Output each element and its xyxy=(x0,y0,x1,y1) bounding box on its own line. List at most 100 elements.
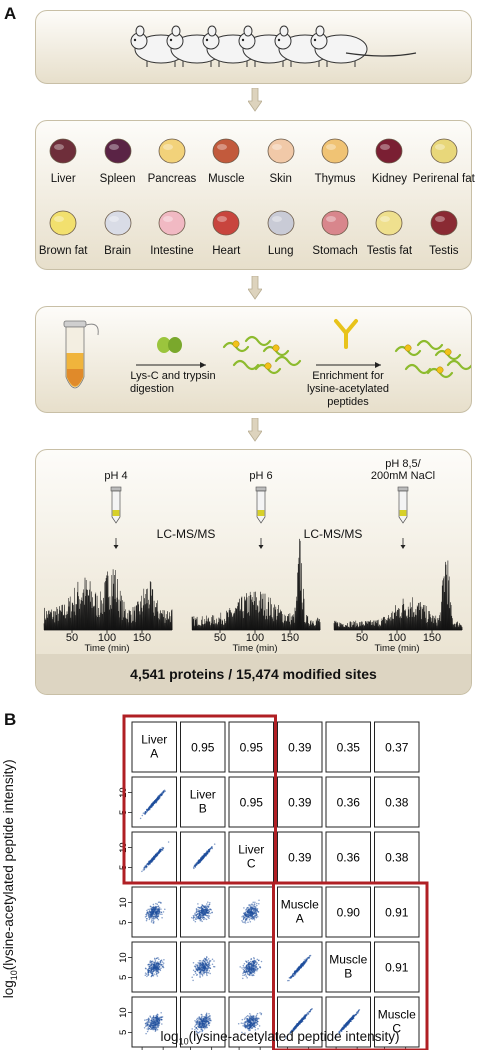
y-axis-rest: (lysine-acetylated peptide intensity) xyxy=(1,759,17,971)
svg-text:0.36: 0.36 xyxy=(337,796,361,810)
scatter-cell xyxy=(228,941,274,993)
scatter-cell xyxy=(325,996,371,1048)
workflow-illustration xyxy=(63,319,471,389)
svg-text:0.91: 0.91 xyxy=(385,961,409,975)
ph-label-3: pH 8,5/ xyxy=(385,458,421,470)
svg-text:Muscle: Muscle xyxy=(378,1008,416,1022)
chromatogram-2 xyxy=(191,538,321,633)
scatter-cell xyxy=(131,886,177,938)
tissue-grid: Liver Spleen Pancreas Muscle Skin Thymus Kidne… xyxy=(36,121,475,269)
scatter-cell xyxy=(180,941,226,993)
tissue-label: Muscle xyxy=(208,173,245,185)
organ-brain-icon xyxy=(104,210,131,236)
time-tick-label: 100 xyxy=(387,632,407,644)
tissue-label: Spleen xyxy=(99,173,136,185)
tissue-label: Brain xyxy=(104,245,131,257)
svg-text:0.37: 0.37 xyxy=(385,741,409,755)
chromatograms xyxy=(43,486,463,633)
svg-text:A: A xyxy=(150,747,158,761)
y-axis-sub: 10 xyxy=(8,970,19,981)
svg-text:0.39: 0.39 xyxy=(288,741,312,755)
organ-stomach-icon xyxy=(321,210,349,236)
sample-tube-icon xyxy=(63,320,99,389)
liver-highlight-box xyxy=(122,714,277,885)
mice-illustration xyxy=(130,25,417,67)
svg-text:5: 5 xyxy=(118,920,129,925)
svg-text:0.95: 0.95 xyxy=(240,796,264,810)
svg-text:5: 5 xyxy=(118,1030,129,1035)
svg-text:0.90: 0.90 xyxy=(337,906,361,920)
svg-text:Liver: Liver xyxy=(141,733,167,747)
time-axis-label: Time (min) xyxy=(232,643,278,654)
svg-text:B: B xyxy=(199,802,207,816)
enrichment-label-2: lysine-acetylated xyxy=(307,383,389,395)
organ-intestine-icon xyxy=(158,210,186,236)
enzyme-icon xyxy=(157,337,182,353)
time-tick-label: 150 xyxy=(422,632,442,644)
workflow-box: Lys-C and trypsin digestion Enrichment f… xyxy=(35,306,472,413)
scatter-cell xyxy=(131,996,177,1048)
svg-text:0.91: 0.91 xyxy=(385,906,409,920)
correlation-cell: 0.35 xyxy=(325,721,371,773)
svg-text:Muscle: Muscle xyxy=(281,898,319,912)
organ-muscle-icon xyxy=(212,138,240,164)
lcms-box: pH 4 pH 6 pH 8,5/ 200mM NaCl LC-MS/MS LC… xyxy=(35,449,472,695)
correlation-cell: 0.38 xyxy=(374,831,420,883)
ph-label-1: pH 4 xyxy=(104,470,128,482)
svg-text:10: 10 xyxy=(118,897,129,908)
x-axis-label: log10(lysine-acetylated peptide intensit… xyxy=(120,1029,440,1047)
y-axis-label: log10(lysine-acetylated peptide intensit… xyxy=(1,729,19,1029)
organ-heart-icon xyxy=(212,210,240,236)
sample-injection-icon xyxy=(110,486,122,549)
svg-text:0.35: 0.35 xyxy=(337,741,361,755)
svg-text:Muscle: Muscle xyxy=(329,953,367,967)
time-tick-label: 100 xyxy=(97,632,117,644)
correlation-cell: 0.37 xyxy=(374,721,420,773)
correlation-cell: 0.91 xyxy=(374,941,420,993)
tissue-label: Thymus xyxy=(314,173,356,185)
organ-skin-icon xyxy=(267,138,295,164)
enrichment-label-1: Enrichment for xyxy=(312,370,384,382)
correlation-cell: 0.39 xyxy=(277,831,323,883)
scatter-cell xyxy=(228,996,274,1048)
tissue-label: Liver xyxy=(50,173,76,185)
digestion-label-2: digestion xyxy=(130,383,175,395)
tissue-label: Intestine xyxy=(150,245,194,257)
ph-label-4: 200mM NaCl xyxy=(370,470,436,482)
y-axis-log: log xyxy=(1,980,17,999)
svg-text:Liver: Liver xyxy=(238,843,264,857)
tissue-label: Perirenal fat xyxy=(412,173,475,185)
organ-testis-fat-icon xyxy=(376,210,403,236)
summary-bar xyxy=(36,654,471,694)
time-tick-label: 150 xyxy=(280,632,300,644)
svg-text:0.36: 0.36 xyxy=(337,851,361,865)
panel-label-a: A xyxy=(4,4,17,23)
svg-text:10: 10 xyxy=(118,952,129,963)
organ-brown-fat-icon xyxy=(49,210,77,236)
scatter-cell xyxy=(228,886,274,938)
muscle-highlight-box xyxy=(272,881,429,1050)
mice-box xyxy=(35,10,472,84)
scatter-cell xyxy=(131,776,177,828)
svg-text:0.39: 0.39 xyxy=(288,796,312,810)
svg-text:A: A xyxy=(296,912,304,926)
scatter-cell xyxy=(180,886,226,938)
correlation-cell: 0.39 xyxy=(277,776,323,828)
scatter-cell xyxy=(180,996,226,1048)
x-axis-rest: (lysine-acetylated peptide intensity) xyxy=(188,1029,400,1044)
scatter-cell xyxy=(180,831,226,883)
correlation-cell: 0.39 xyxy=(277,721,323,773)
tissue-label: Brown fat xyxy=(38,245,88,257)
time-axis-label: Time (min) xyxy=(374,643,420,654)
correlation-cell: 0.95 xyxy=(228,776,274,828)
svg-text:0.39: 0.39 xyxy=(288,851,312,865)
organ-testis-icon xyxy=(430,210,458,236)
scatter-cell xyxy=(131,941,177,993)
time-tick-label: 50 xyxy=(213,632,227,644)
